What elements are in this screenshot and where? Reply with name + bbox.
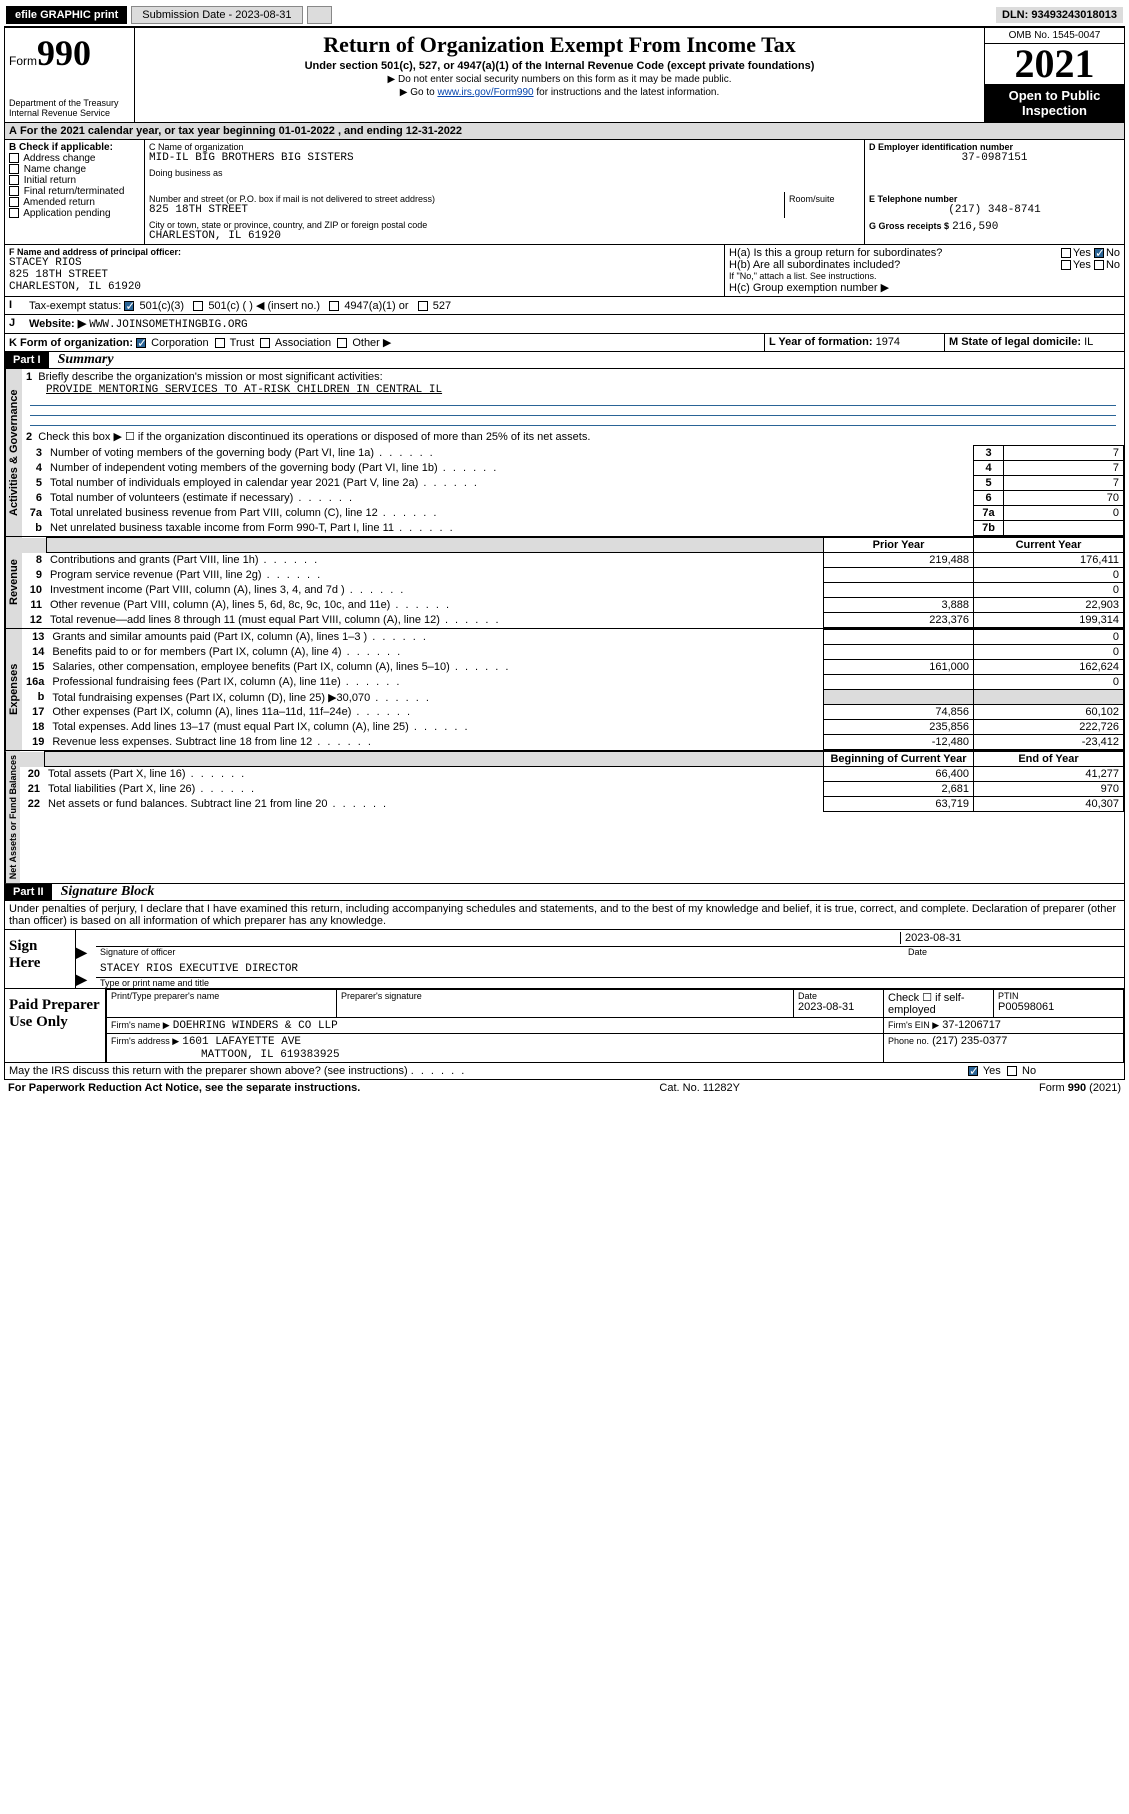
ein-value: 37-0987151 bbox=[869, 152, 1120, 164]
room-label: Room/suite bbox=[789, 194, 860, 204]
part2-title: Signature Block bbox=[55, 884, 155, 899]
page-footer: For Paperwork Reduction Act Notice, see … bbox=[4, 1080, 1125, 1096]
form-note1: ▶ Do not enter social security numbers o… bbox=[143, 74, 976, 85]
city-value: CHARLESTON, IL 61920 bbox=[149, 230, 860, 242]
tax-year: 2021 bbox=[985, 44, 1124, 84]
declaration-text: Under penalties of perjury, I declare th… bbox=[4, 901, 1125, 930]
section-h: H(a) Is this a group return for subordin… bbox=[724, 245, 1124, 296]
paid-preparer-label: Paid Preparer Use Only bbox=[5, 989, 105, 1062]
section-l: L Year of formation: 1974 bbox=[764, 334, 944, 351]
ptin-value: P00598061 bbox=[998, 1001, 1119, 1013]
checkbox-initial-return[interactable]: Initial return bbox=[9, 175, 140, 186]
addr-label: Number and street (or P.O. box if mail i… bbox=[149, 194, 435, 204]
revenue-table: Prior YearCurrent Year 8Contributions an… bbox=[22, 537, 1124, 628]
firm-ein: 37-1206717 bbox=[942, 1019, 1001, 1031]
type-name-label: Type or print name and title bbox=[96, 978, 1124, 988]
section-j: Website: ▶ WWW.JOINSOMETHINGBIG.ORG bbox=[25, 315, 1124, 333]
line1-label: Briefly describe the organization's miss… bbox=[38, 371, 382, 383]
section-g: G Gross receipts $ 216,590 bbox=[864, 218, 1124, 244]
tab-expenses: Expenses bbox=[5, 629, 22, 750]
checkbox-amended-return[interactable]: Amended return bbox=[9, 197, 140, 208]
c-name-label: C Name of organization bbox=[149, 142, 860, 152]
tab-governance: Activities & Governance bbox=[5, 369, 22, 536]
blank-button[interactable] bbox=[307, 6, 332, 24]
form-ref: Form 990 (2021) bbox=[1039, 1082, 1121, 1094]
line2-text: Check this box ▶ ☐ if the organization d… bbox=[38, 431, 590, 443]
form-header: Form990 Department of the Treasury Inter… bbox=[4, 27, 1125, 123]
dba-label: Doing business as bbox=[149, 168, 860, 178]
top-bar: efile GRAPHIC print Submission Date - 20… bbox=[4, 4, 1125, 27]
sig-date: 2023-08-31 bbox=[900, 932, 1120, 944]
dept-label: Department of the Treasury Internal Reve… bbox=[9, 98, 130, 118]
cat-no: Cat. No. 11282Y bbox=[659, 1082, 740, 1094]
checkbox-application-pending[interactable]: Application pending bbox=[9, 208, 140, 219]
preparer-table: Print/Type preparer's name Preparer's si… bbox=[106, 989, 1124, 1062]
form-note2: ▶ Go to www.irs.gov/Form990 for instruct… bbox=[143, 87, 976, 98]
firm-phone: (217) 235-0377 bbox=[932, 1035, 1007, 1047]
submission-date-button[interactable]: Submission Date - 2023-08-31 bbox=[131, 6, 302, 24]
firm-address: 1601 LAFAYETTE AVE bbox=[182, 1036, 301, 1048]
dln-label: DLN: 93493243018013 bbox=[996, 7, 1123, 23]
section-m: M State of legal domicile: IL bbox=[944, 334, 1124, 351]
sig-officer-label: Signature of officer bbox=[96, 947, 904, 957]
sign-here-label: Sign Here bbox=[5, 930, 75, 988]
efile-button[interactable]: efile GRAPHIC print bbox=[6, 6, 127, 24]
form-subtitle: Under section 501(c), 527, or 4947(a)(1)… bbox=[143, 60, 976, 72]
section-f: F Name and address of principal officer:… bbox=[5, 245, 724, 296]
line-a: A For the 2021 calendar year, or tax yea… bbox=[5, 123, 1124, 139]
governance-table: 3Number of voting members of the governi… bbox=[22, 445, 1124, 536]
gross-receipts: 216,590 bbox=[952, 221, 998, 233]
open-public-badge: Open to Public Inspection bbox=[985, 84, 1124, 122]
phone-value: (217) 348-8741 bbox=[869, 204, 1120, 216]
checkbox-name-change[interactable]: Name change bbox=[9, 164, 140, 175]
website-value: WWW.JOINSOMETHINGBIG.ORG bbox=[89, 319, 247, 331]
tab-netassets: Net Assets or Fund Balances bbox=[5, 751, 20, 883]
part1-title: Summary bbox=[52, 352, 114, 367]
form-number: Form990 bbox=[9, 32, 130, 74]
pra-notice: For Paperwork Reduction Act Notice, see … bbox=[8, 1082, 360, 1094]
checkbox-address-change[interactable]: Address change bbox=[9, 153, 140, 164]
section-i: Tax-exempt status: 501(c)(3) 501(c) ( ) … bbox=[25, 297, 1124, 314]
section-e: E Telephone number (217) 348-8741 bbox=[864, 192, 1124, 218]
section-k: K Form of organization: Corporation Trus… bbox=[5, 334, 764, 351]
tab-revenue: Revenue bbox=[5, 537, 22, 628]
date-label: Date bbox=[904, 947, 1124, 957]
may-irs-discuss: May the IRS discuss this return with the… bbox=[5, 1063, 964, 1079]
part1-header: Part I bbox=[5, 352, 49, 368]
org-name: MID-IL BIG BROTHERS BIG SISTERS bbox=[149, 152, 860, 164]
netassets-table: Beginning of Current YearEnd of Year 20T… bbox=[20, 751, 1124, 812]
firm-name: DOEHRING WINDERS & CO LLP bbox=[173, 1020, 338, 1032]
mission-text: PROVIDE MENTORING SERVICES TO AT-RISK CH… bbox=[46, 384, 442, 396]
part2-header: Part II bbox=[5, 884, 52, 900]
officer-name: STACEY RIOS EXECUTIVE DIRECTOR bbox=[96, 961, 1124, 978]
checkbox-final-return-terminated[interactable]: Final return/terminated bbox=[9, 186, 140, 197]
form-title: Return of Organization Exempt From Incom… bbox=[143, 32, 976, 58]
section-d: D Employer identification number 37-0987… bbox=[864, 140, 1124, 166]
irs-link[interactable]: www.irs.gov/Form990 bbox=[437, 87, 533, 98]
street-address: 825 18TH STREET bbox=[149, 204, 780, 216]
section-b: B Check if applicable: Address change Na… bbox=[5, 140, 145, 244]
expenses-table: 13Grants and similar amounts paid (Part … bbox=[22, 629, 1124, 750]
city-label: City or town, state or province, country… bbox=[149, 220, 860, 230]
